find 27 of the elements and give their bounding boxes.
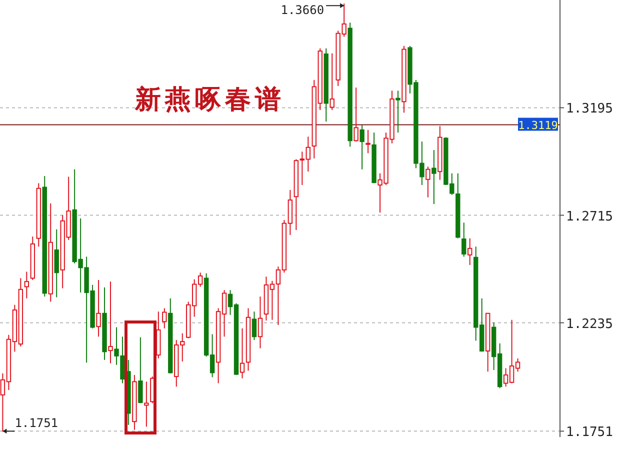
- candlestick: [144, 381, 149, 428]
- y-tick-label: 1.2715: [566, 209, 613, 224]
- candlestick: [354, 87, 358, 142]
- candlestick: [468, 238, 472, 266]
- candlestick: [252, 311, 257, 341]
- candlestick: [330, 52, 334, 110]
- candlestick: [432, 150, 436, 205]
- candlestick: [162, 308, 167, 329]
- candlestick: [360, 124, 364, 170]
- ref-line-label: 1.3119: [518, 118, 558, 132]
- candlestick: [54, 228, 59, 298]
- candlestick: [366, 129, 370, 154]
- candlestick: [240, 328, 245, 379]
- candlestick: [462, 222, 466, 258]
- candlestick: [24, 271, 30, 299]
- y-tick-label: 1.3195: [566, 102, 613, 117]
- annotation: 新燕啄春谱: [134, 85, 285, 115]
- candlestick: [426, 166, 430, 198]
- y-tick-label: 1.1751: [566, 425, 613, 440]
- annotation: 1.1751: [14, 416, 58, 430]
- candlestick: [108, 281, 113, 364]
- candlestick: [96, 279, 101, 338]
- candlestick: [396, 90, 400, 134]
- candlestick: [258, 296, 263, 349]
- candlestick: [138, 336, 143, 404]
- y-tick-label: 1.2235: [566, 316, 613, 332]
- annotation: 1.3660: [280, 3, 324, 17]
